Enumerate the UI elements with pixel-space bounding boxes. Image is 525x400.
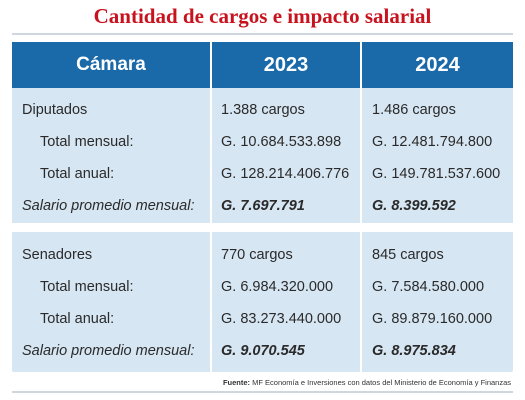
value-cell: G. 10.684.533.898 — [221, 134, 342, 150]
header-camara: Cámara — [76, 54, 146, 75]
row-label: Total anual: — [40, 311, 115, 327]
value-cell: G. 128.214.406.776 — [221, 166, 350, 182]
cargos-2023: 770 cargos — [221, 247, 293, 263]
table-row: Total mensual: G. 6.984.320.000 G. 7.584… — [12, 272, 513, 302]
value-cell: G. 8.399.592 — [372, 198, 456, 214]
cargos-2024: 845 cargos — [372, 247, 444, 263]
header-2024: 2024 — [415, 54, 460, 76]
table-row: Salario promedio mensual: G. 9.070.545 G… — [12, 336, 513, 366]
salary-table: Cámara 2023 2024 Diputados 1.388 cargos … — [12, 42, 513, 372]
column-divider — [360, 42, 362, 372]
table-row: Senadores 770 cargos 845 cargos — [12, 240, 513, 270]
row-label: Total mensual: — [40, 279, 134, 295]
value-cell: G. 149.781.537.600 — [372, 166, 501, 182]
source-note: Fuente: MF Economía e Inversiones con da… — [223, 378, 511, 387]
header-2023: 2023 — [263, 54, 309, 76]
source-label: Fuente: — [222, 378, 251, 387]
chamber-name-senadores: Senadores — [22, 247, 93, 263]
value-cell: G. 7.584.580.000 — [372, 279, 485, 295]
row-label: Salario promedio mensual: — [22, 343, 195, 359]
table-row: Diputados 1.388 cargos 1.486 cargos — [12, 95, 513, 125]
value-cell: G. 6.984.320.000 — [221, 279, 334, 295]
value-cell: G. 83.273.440.000 — [221, 311, 342, 327]
source-text: MF Economía e Inversiones con datos del … — [252, 378, 511, 387]
column-divider — [210, 42, 212, 372]
table-row: Salario promedio mensual: G. 7.697.791 G… — [12, 191, 513, 221]
value-cell: G. 89.879.160.000 — [372, 311, 493, 327]
value-cell: G. 7.697.791 — [221, 198, 305, 214]
page-title: Cantidad de cargos e impacto salarial — [93, 4, 432, 28]
table-header: Cámara 2023 2024 — [12, 42, 513, 88]
table-row: Total anual: G. 128.214.406.776 G. 149.7… — [12, 159, 513, 189]
section-separator — [12, 223, 513, 232]
cargos-2024: 1.486 cargos — [372, 102, 456, 118]
value-cell: G. 8.975.834 — [372, 343, 456, 359]
table-row: Total mensual: G. 10.684.533.898 G. 12.4… — [12, 127, 513, 157]
title-divider — [12, 33, 513, 35]
cargos-2023: 1.388 cargos — [221, 102, 305, 118]
row-label: Total mensual: — [40, 134, 134, 150]
value-cell: G. 9.070.545 — [221, 343, 305, 359]
row-label: Salario promedio mensual: — [22, 198, 195, 214]
table-row: Total anual: G. 83.273.440.000 G. 89.879… — [12, 304, 513, 334]
value-cell: G. 12.481.794.800 — [372, 134, 493, 150]
bottom-divider — [12, 391, 513, 393]
row-label: Total anual: — [40, 166, 115, 182]
chamber-name-diputados: Diputados — [22, 102, 88, 118]
